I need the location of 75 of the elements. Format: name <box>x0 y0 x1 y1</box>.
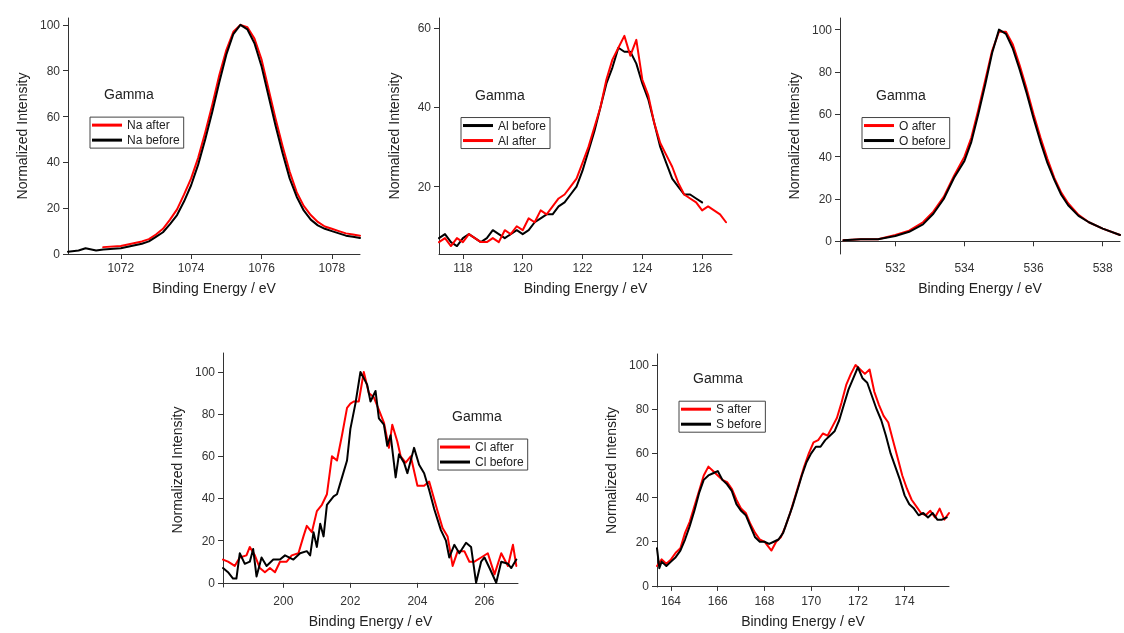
legend-label: Na before <box>127 133 181 148</box>
annotation: Gamma <box>876 86 926 103</box>
y-axis-title: Normalized Intensity <box>603 407 620 534</box>
x-tick-label: 1072 <box>107 261 135 275</box>
x-tick-label: 200 <box>273 594 294 608</box>
x-tick-label: 204 <box>407 594 428 608</box>
x-tick-label: 538 <box>1092 261 1114 275</box>
y-tick-label: 100 <box>811 22 833 37</box>
y-tick-label: 40 <box>818 149 833 164</box>
y-tick-label: 0 <box>642 578 650 593</box>
y-tick-label: 60 <box>46 109 61 124</box>
x-tick-label: 206 <box>474 594 495 608</box>
annotation: Gamma <box>452 408 502 425</box>
y-tick-label: 60 <box>417 20 432 35</box>
y-tick-label: 80 <box>201 407 216 422</box>
legend-label: Cl before <box>475 455 525 470</box>
x-tick-label: 170 <box>801 594 822 608</box>
x-axis-title: Binding Energy / eV <box>152 280 277 296</box>
y-tick-label: 80 <box>818 64 833 79</box>
x-tick-label: 1078 <box>318 261 346 275</box>
x-tick-label: 122 <box>572 261 593 275</box>
y-tick-label: 40 <box>201 491 216 506</box>
y-tick-label: 100 <box>39 17 61 32</box>
x-axis-title: Binding Energy / eV <box>918 280 1043 296</box>
x-tick-label: 120 <box>512 261 534 275</box>
y-tick-label: 60 <box>201 449 216 464</box>
x-axis-title: Binding Energy / eV <box>308 613 434 629</box>
y-axis-title: Normalized Intensity <box>169 406 186 534</box>
legend-label: Na after <box>127 118 170 133</box>
y-tick-label: 60 <box>818 107 833 122</box>
y-tick-label: 100 <box>194 364 216 379</box>
y-tick-label: 0 <box>825 234 833 249</box>
x-tick-label: 532 <box>885 261 906 275</box>
y-tick-label: 100 <box>628 358 650 373</box>
y-tick-label: 0 <box>208 575 216 590</box>
x-tick-label: 168 <box>754 594 775 608</box>
y-axis-title: Normalized Intensity <box>786 72 803 200</box>
y-tick-label: 20 <box>201 533 216 548</box>
x-tick-label: 1076 <box>248 261 276 275</box>
x-tick-label: 202 <box>340 594 361 608</box>
legend-label: S after <box>716 402 752 417</box>
x-tick-label: 126 <box>692 261 713 275</box>
y-tick-label: 40 <box>46 155 61 170</box>
y-tick-label: 0 <box>53 247 61 261</box>
y-tick-label: 40 <box>417 100 432 115</box>
legend-label: Al before <box>498 118 547 133</box>
y-tick-label: 20 <box>818 191 833 206</box>
annotation: Gamma <box>104 86 154 103</box>
x-tick-label: 174 <box>894 594 915 608</box>
x-tick-label: 1074 <box>177 261 205 275</box>
y-tick-label: 80 <box>635 402 650 417</box>
y-tick-label: 40 <box>635 490 650 505</box>
y-tick-label: 20 <box>46 201 61 216</box>
x-tick-label: 166 <box>707 594 729 608</box>
y-axis-title: Normalized Intensity <box>386 72 402 200</box>
y-tick-label: 60 <box>635 446 650 461</box>
y-tick-label: 80 <box>46 63 61 78</box>
annotation: Gamma <box>693 370 743 387</box>
legend-label: O before <box>899 133 947 148</box>
y-tick-label: 20 <box>635 534 650 549</box>
y-axis-title: Normalized Intensity <box>14 72 31 200</box>
x-tick-label: 164 <box>661 594 682 608</box>
legend-label: Al after <box>498 133 537 148</box>
legend-label: Cl after <box>475 440 514 455</box>
x-tick-label: 536 <box>1023 261 1044 275</box>
x-tick-label: 124 <box>632 261 653 275</box>
x-tick-label: 118 <box>453 261 473 275</box>
y-tick-label: 20 <box>417 179 432 194</box>
legend-label: S before <box>716 417 762 432</box>
annotation: Gamma <box>475 86 525 103</box>
x-axis-title: Binding Energy / eV <box>741 613 866 629</box>
x-axis-title: Binding Energy / eV <box>523 280 649 296</box>
legend-label: O after <box>899 118 936 133</box>
x-tick-label: 172 <box>847 594 869 608</box>
x-tick-label: 534 <box>954 261 975 275</box>
